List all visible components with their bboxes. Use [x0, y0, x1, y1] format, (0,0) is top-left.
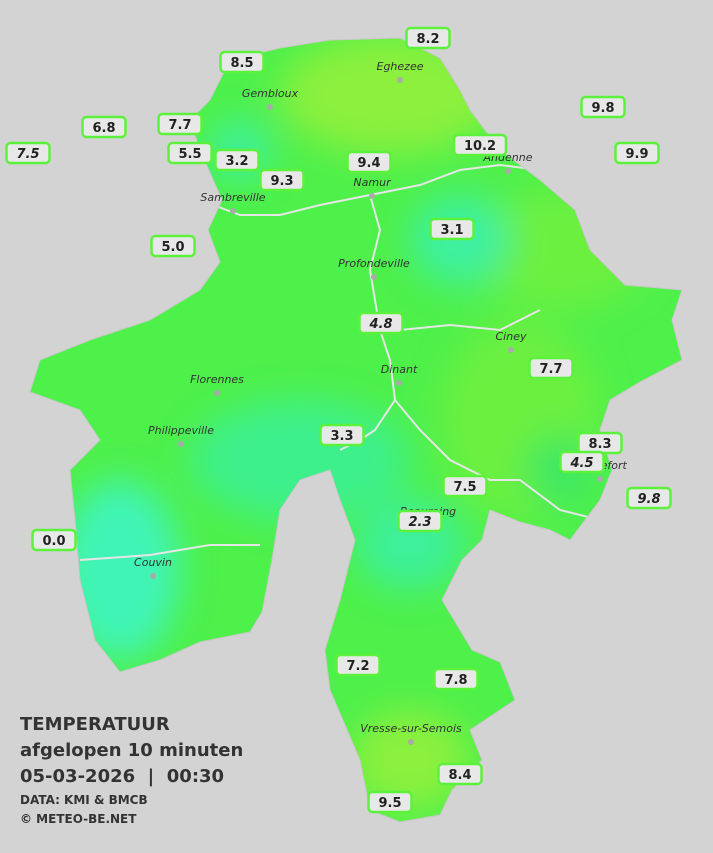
- city-label: Sambreville: [200, 191, 265, 204]
- station-value: 0.0: [42, 534, 65, 549]
- station-value: 8.3: [588, 437, 611, 452]
- station-value: 9.3: [270, 174, 293, 189]
- station-box: [528, 356, 574, 380]
- station-box: [358, 311, 404, 335]
- city-dot: [214, 390, 220, 396]
- city-dot: [371, 274, 377, 280]
- city-dot: [408, 739, 414, 745]
- legend-credit: © METEO-BE.NET: [20, 812, 137, 826]
- station-value: 5.0: [161, 240, 184, 255]
- station-value: 5.5: [178, 147, 201, 162]
- station-box: [319, 423, 365, 447]
- station-value: 4.8: [368, 317, 392, 332]
- station-box: [335, 653, 381, 677]
- station-value: 8.4: [448, 768, 471, 783]
- city-label: Namur: [353, 176, 392, 189]
- station-box: [157, 112, 203, 136]
- station-box: [167, 141, 213, 165]
- station-box: [5, 141, 51, 165]
- station-value: 9.5: [378, 796, 401, 811]
- city-label: Philippeville: [148, 424, 214, 437]
- station-box: [614, 141, 660, 165]
- station-box: [429, 217, 475, 241]
- station-box: [452, 133, 508, 157]
- station-value: 9.8: [637, 492, 660, 507]
- legend-title: TEMPERATUUR: [20, 714, 170, 735]
- legend-subtitle: afgelopen 10 minuten: [20, 740, 243, 761]
- station-box: [442, 474, 488, 498]
- station-value: 3.3: [330, 429, 353, 444]
- station-box: [433, 667, 479, 691]
- station-value: 8.2: [416, 32, 439, 47]
- city-dot: [396, 380, 402, 386]
- station-box: [405, 26, 451, 50]
- legend-source: DATA: KMI & BMCB: [20, 793, 148, 807]
- city-dot: [508, 347, 514, 353]
- station-box: [367, 790, 413, 814]
- city-dot: [150, 573, 156, 579]
- station-box: [559, 450, 605, 474]
- city-dot: [178, 441, 184, 447]
- station-box: [219, 50, 265, 74]
- station-value: 9.9: [625, 147, 648, 162]
- city-label: Couvin: [134, 556, 172, 569]
- station-value: 7.2: [346, 659, 369, 674]
- station-value: 4.5: [569, 456, 593, 471]
- city-dot: [597, 476, 603, 482]
- station-box: [150, 234, 196, 258]
- city-dot: [369, 193, 375, 199]
- station-value: 3.1: [440, 223, 463, 238]
- city-label: Gembloux: [242, 87, 299, 100]
- city-label: Eghezee: [377, 60, 424, 73]
- city-dot: [505, 168, 511, 174]
- station-value: 10.2: [464, 139, 496, 154]
- station-value: 7.5: [453, 480, 476, 495]
- station-box: [437, 762, 483, 786]
- station-value: 7.8: [444, 673, 467, 688]
- station-box: [397, 509, 443, 533]
- stations: 8.2 8.5 9.8 6.8 7.7 7.5 5.5 3.2 9.3 9.4 10.2 9.9 3.1…: [5, 26, 672, 814]
- city-dot: [267, 104, 273, 110]
- station-value: 9.8: [591, 101, 614, 116]
- cities: EghezeeGemblouxAndenneNamurSambrevillePr…: [134, 60, 627, 745]
- station-box: [346, 150, 392, 174]
- city-label: Dinant: [381, 363, 418, 376]
- city-label: Ciney: [496, 330, 527, 343]
- station-box: [259, 168, 305, 192]
- legend-datetime: 05-03-2026 | 00:30: [20, 766, 224, 787]
- city-label: Florennes: [190, 373, 244, 386]
- station-value: 7.7: [539, 362, 562, 377]
- station-value: 8.5: [230, 56, 253, 71]
- station-value: 7.7: [168, 118, 191, 133]
- station-value: 7.5: [16, 147, 39, 162]
- city-label: Profondeville: [338, 257, 410, 270]
- station-box: [626, 486, 672, 510]
- city-label: Vresse-sur-Semois: [360, 722, 462, 735]
- station-box: [81, 115, 127, 139]
- station-value: 6.8: [92, 121, 115, 136]
- city-dot: [230, 208, 236, 214]
- station-box: [214, 148, 260, 172]
- station-value: 9.4: [357, 156, 380, 171]
- station-box: [31, 528, 77, 552]
- city-dot: [397, 77, 403, 83]
- station-value: 3.2: [225, 154, 248, 169]
- station-box: [580, 95, 626, 119]
- station-value: 2.3: [408, 515, 431, 530]
